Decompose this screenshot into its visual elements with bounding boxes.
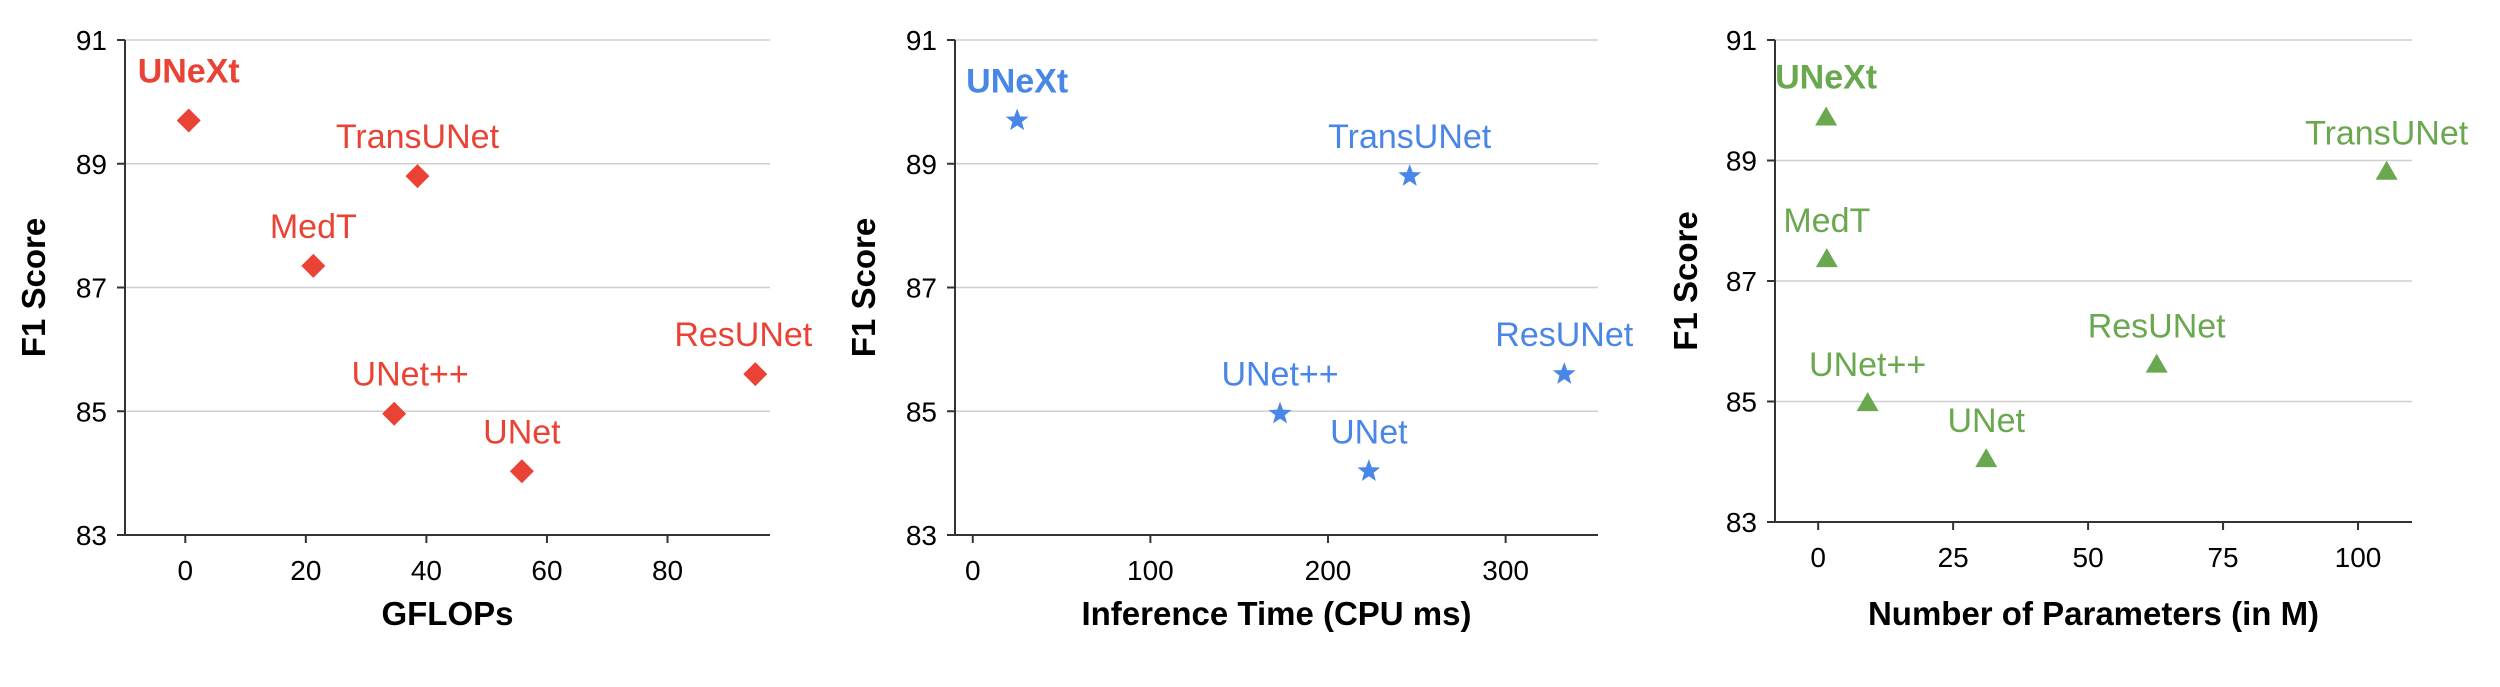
x-tick-label: 60 [531,555,562,586]
y-axis-title: F1 Score [845,218,882,357]
data-point-resunet [743,362,768,387]
y-tick-label: 85 [76,396,107,427]
y-axis-title: F1 Score [1667,211,1704,350]
data-point-transunet [1398,164,1422,186]
x-axis-title: Number of Parameters (in M) [1868,595,2319,632]
point-label-transunet: TransUNet [1328,118,1492,156]
point-label-unet: UNet [1330,413,1408,451]
data-point-unext [1815,106,1838,126]
y-tick-label: 83 [76,520,107,551]
x-tick-label: 75 [2207,542,2238,573]
y-tick-label: 91 [76,25,107,56]
point-label-unetpppp: UNet++ [352,356,469,394]
y-tick-label: 91 [906,25,937,56]
y-axis-title: F1 Score [15,218,52,357]
x-tick-label: 0 [965,555,981,586]
data-point-resunet [1552,362,1576,384]
data-point-unetpppp [382,401,407,426]
y-tick-label: 89 [1726,146,1757,177]
x-tick-label: 200 [1305,555,1352,586]
y-tick-label: 89 [76,149,107,180]
x-tick-label: 20 [290,555,321,586]
y-tick-label: 83 [1726,507,1757,538]
y-tick-label: 83 [906,520,937,551]
y-tick-label: 91 [1726,25,1757,56]
x-tick-label: 80 [652,555,683,586]
point-label-medt: MedT [1783,202,1870,240]
data-point-resunet [2145,353,2168,373]
x-tick-label: 100 [1127,555,1174,586]
point-label-unetpppp: UNet++ [1809,346,1926,384]
data-point-unet [1975,448,1998,468]
data-point-medt [301,253,326,278]
chart-panel-3: 83 85 87 89 91 0 25 50 75 100 Number of Parameters… [1667,25,2469,632]
y-tick-label: 87 [1726,266,1757,297]
point-label-unext: UNeXt [966,62,1068,100]
x-tick-label: 0 [177,555,193,586]
data-point-unetpppp [1856,392,1879,412]
point-label-resunet: ResUNet [1495,316,1633,354]
data-point-unext [176,108,201,133]
data-point-unext [1005,108,1029,131]
data-point-unetpppp [1268,401,1292,424]
y-tick-label: 87 [76,273,107,304]
point-label-transunet: TransUNet [336,118,500,156]
x-axis-title: GFLOPs [381,595,513,632]
point-label-unetpppp: UNet++ [1221,356,1338,394]
x-tick-label: 100 [2335,542,2382,573]
point-label-transunet: TransUNet [2305,115,2469,153]
point-label-unet: UNet [1948,402,2026,440]
y-tick-label: 85 [906,396,937,427]
point-label-unext: UNeXt [1775,58,1877,96]
x-axis-title: Inference Time (CPU ms) [1081,595,1471,632]
data-point-transunet [2375,160,2398,180]
data-point-medt [1815,248,1838,268]
x-tick-label: 50 [2073,542,2104,573]
y-tick-label: 85 [1726,387,1757,418]
chart-panel-2: 83 85 87 89 91 0 100 200 300 Inference Time (CPU … [845,25,1634,632]
point-label-unet: UNet [483,413,561,451]
data-point-unet [1357,459,1381,481]
x-tick-label: 300 [1482,555,1529,586]
x-tick-label: 0 [1810,542,1826,573]
y-tick-label: 89 [906,149,937,180]
x-tick-label: 40 [411,555,442,586]
y-tick-label: 87 [906,273,937,304]
point-label-resunet: ResUNet [674,316,812,354]
data-point-unet [509,459,534,484]
chart-panel-1: 83 85 87 89 91 0 20 40 60 80 GFLOPs F1 Score UNeXt Tr… [15,25,813,632]
point-label-unext: UNeXt [138,52,240,90]
data-point-transunet [405,164,430,189]
point-label-resunet: ResUNet [2088,307,2226,345]
point-label-medt: MedT [270,208,357,246]
x-tick-label: 25 [1938,542,1969,573]
